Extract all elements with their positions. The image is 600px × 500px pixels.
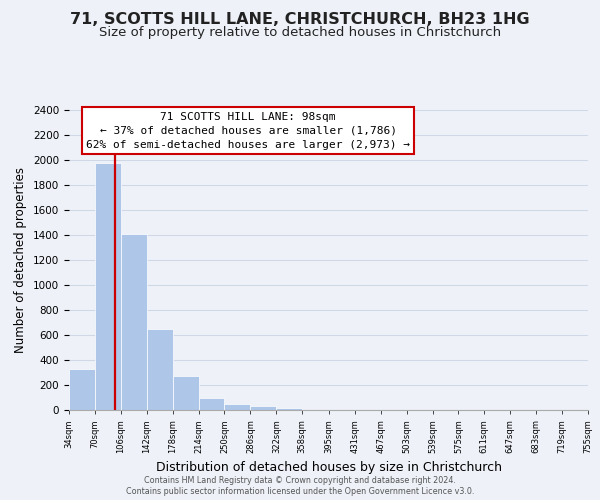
Text: 71 SCOTTS HILL LANE: 98sqm
← 37% of detached houses are smaller (1,786)
62% of s: 71 SCOTTS HILL LANE: 98sqm ← 37% of deta… [86, 112, 410, 150]
Text: Size of property relative to detached houses in Christchurch: Size of property relative to detached ho… [99, 26, 501, 39]
Y-axis label: Number of detached properties: Number of detached properties [14, 167, 28, 353]
Bar [95, 163, 121, 410]
X-axis label: Distribution of detached houses by size in Christchurch: Distribution of detached houses by size … [155, 462, 502, 474]
Bar [147, 329, 173, 410]
Bar [69, 370, 95, 410]
Text: Contains public sector information licensed under the Open Government Licence v3: Contains public sector information licen… [126, 487, 474, 496]
Bar [199, 398, 224, 410]
Bar [121, 234, 147, 410]
Text: Contains HM Land Registry data © Crown copyright and database right 2024.: Contains HM Land Registry data © Crown c… [144, 476, 456, 485]
Bar [173, 376, 199, 410]
Bar [277, 408, 302, 410]
Bar [224, 404, 250, 410]
Text: 71, SCOTTS HILL LANE, CHRISTCHURCH, BH23 1HG: 71, SCOTTS HILL LANE, CHRISTCHURCH, BH23… [70, 12, 530, 28]
Bar [250, 406, 277, 410]
